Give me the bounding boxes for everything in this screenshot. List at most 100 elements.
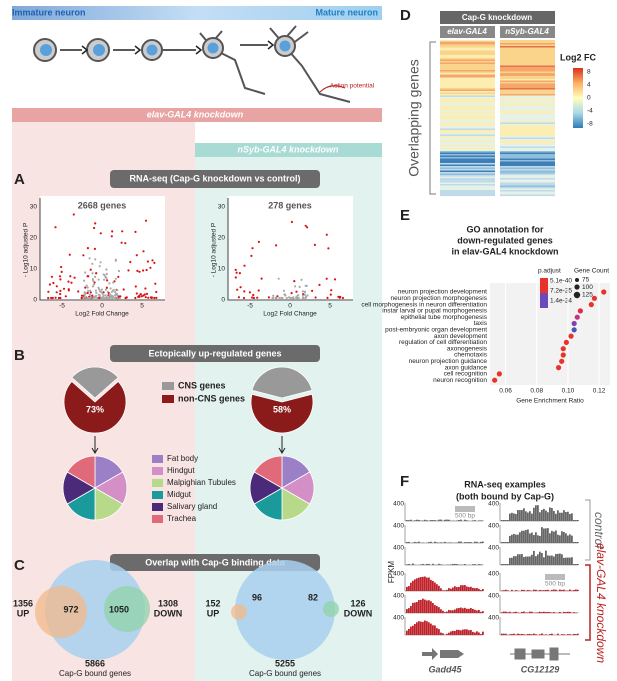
venn-down [104,586,150,632]
go-dot [496,371,502,377]
coverage-bar [424,576,426,591]
coverage-bar [422,563,424,565]
coverage-bar [549,555,551,565]
volcano-dot [92,283,96,286]
coverage-bar [507,612,509,613]
coverage-bar [412,602,414,613]
venn-up [231,604,247,620]
volcano-dot [234,276,237,279]
volcano-dot [290,220,293,224]
coverage-bar [545,589,547,591]
coverage-bar [476,631,478,635]
heat-cell [440,122,495,125]
heat-cell [500,182,555,185]
coverage-bar [470,586,472,591]
coverage-bar [414,520,416,521]
volcano-dot [155,290,158,294]
label: Overlapping genes [406,59,422,177]
coverage-bar [434,625,436,635]
coverage-bar [476,610,478,613]
coverage-bar [478,564,480,565]
volcano-dot [93,295,96,298]
volcano-dot [91,278,94,281]
label: DOWN [344,608,373,618]
coverage-bar [428,542,430,543]
volcano-dot [114,277,117,280]
gene-model [422,648,464,660]
heat-cell [500,56,555,59]
coverage-bar [511,534,513,543]
volcano-dot [127,269,130,272]
label: 278 genes [268,200,312,210]
coverage-bar [474,520,476,521]
heat-cell [500,104,555,107]
heat-cell [440,163,495,165]
coverage-bar [507,520,509,521]
heat-cell [500,83,555,86]
volcano-dot [287,296,291,299]
coverage-bar [466,520,468,521]
label: in elav-GAL4 knockdown [451,246,558,256]
coverage-bar [416,578,418,591]
heat-cell [440,56,495,59]
label: Gene Enrichment Ratio [516,398,584,405]
coverage-bar [428,577,430,591]
coverage-bar [444,590,446,591]
coverage-bar [438,563,440,565]
coverage-bar [513,612,515,613]
label: Log2 FC [560,52,596,62]
label: 5255 [275,658,295,668]
heat-cell [500,110,555,113]
neuron-diagram [33,25,351,103]
volcano-dot [290,292,293,295]
volcano-dot [303,290,306,293]
coverage-bar [563,611,565,613]
volcano-dot [154,282,157,285]
coverage-bar [476,587,478,591]
nsyb-bar [195,143,382,157]
coverage-bar [509,513,511,521]
coverage-bar [539,535,541,543]
label: elav-GAL4 knockdown [594,543,608,663]
track-axis [499,617,578,636]
coverage-bar [418,600,420,613]
label: 0.06 [499,388,512,395]
volcano-dot [339,295,342,298]
label: 400 [488,593,499,600]
coverage-bar [436,628,438,635]
label: 126 [350,598,365,608]
volcano-dot [301,294,304,297]
heat-cell [440,61,495,63]
label: UP [17,608,30,618]
coverage-bar [501,633,503,635]
coverage-bar [505,564,507,565]
heat-cell [440,71,495,74]
coverage-bar [432,603,434,613]
heat-cell [440,59,495,62]
coverage-bar [569,634,571,635]
coverage-bar [567,611,569,613]
volcano-dot [77,290,80,293]
coverage-bar [458,586,460,591]
heat-cell [500,184,555,186]
coverage-bar [412,563,414,565]
coverage-bar [501,564,503,565]
coverage-bar [509,611,511,613]
label: regulation of cell differentiation [399,339,487,346]
go-dot [559,358,565,364]
coverage-bar [545,612,547,613]
heat-cell [440,187,495,189]
coverage-bar [511,512,513,521]
heat-cell [500,134,555,137]
heat-cell [500,130,555,132]
label: 2668 genes [78,200,127,210]
label: 500 bp [545,581,565,588]
label: elav-GAL4 knockdown [147,109,244,119]
heat-cell [500,152,555,155]
coverage-bar [535,532,537,543]
heat-cell [500,185,555,188]
coverage-bar [563,634,565,635]
label: 5 [328,303,332,310]
volcano-dot [86,291,89,295]
volcano-dot [278,296,281,300]
